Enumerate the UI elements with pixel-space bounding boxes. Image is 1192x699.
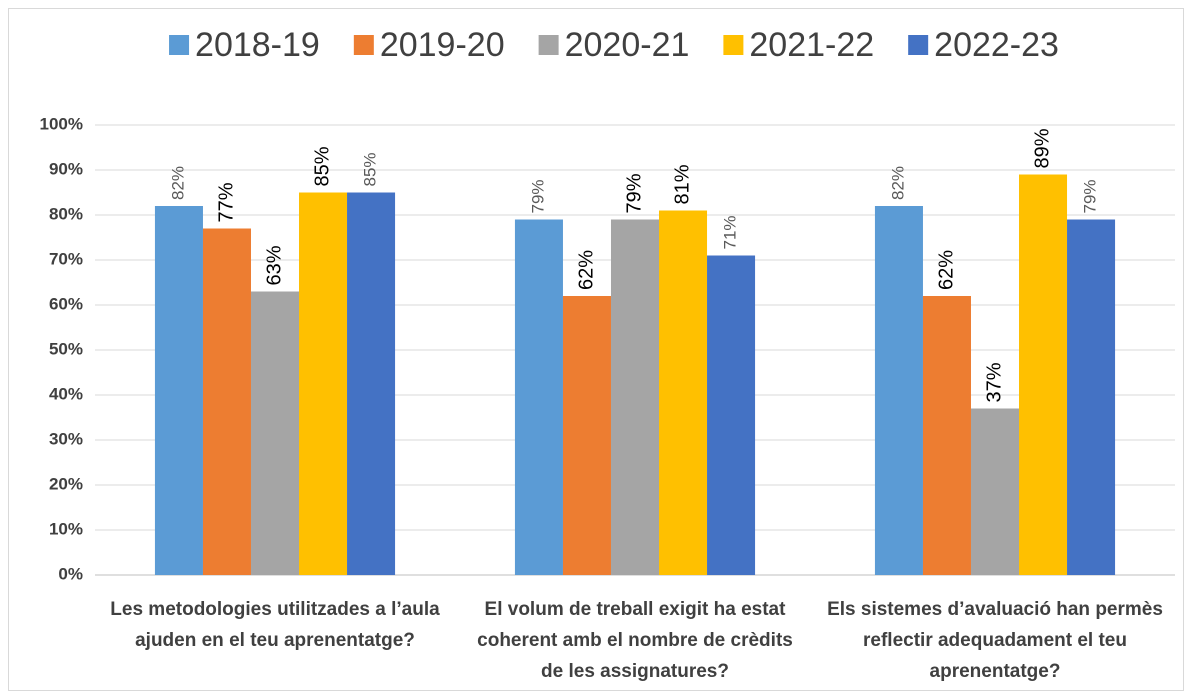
bar	[1019, 174, 1068, 575]
y-tick-label: 20%	[49, 474, 83, 493]
value-label: 79%	[528, 179, 547, 213]
legend-swatch	[723, 35, 744, 55]
value-label: 37%	[983, 362, 1005, 402]
bar	[610, 219, 660, 575]
value-label: 63%	[263, 245, 285, 285]
bar	[922, 296, 971, 575]
legend-swatch	[353, 35, 374, 55]
legend-swatch	[538, 35, 559, 55]
value-label: 79%	[623, 173, 645, 213]
value-label: 77%	[215, 182, 237, 222]
y-tick-label: 50%	[49, 339, 83, 358]
bar	[874, 206, 923, 575]
legend-swatch	[908, 35, 929, 55]
y-tick-label: 100%	[40, 114, 83, 133]
legend-swatch	[169, 35, 190, 55]
value-label: 62%	[575, 250, 597, 290]
y-tick-label: 40%	[49, 384, 83, 403]
x-tick-label: Les metodologies utilitzades a l’aula aju…	[110, 599, 440, 651]
y-tick-label: 70%	[49, 249, 83, 268]
value-label: 81%	[671, 164, 693, 204]
legend-label: 2021-22	[749, 26, 874, 64]
x-tick-label: El volum de treball exigit ha estat coher…	[477, 599, 793, 682]
value-label: 85%	[361, 152, 380, 186]
bar	[202, 228, 251, 575]
y-tick-label: 80%	[49, 204, 83, 223]
value-label: 85%	[311, 146, 333, 186]
y-tick-label: 0%	[58, 564, 83, 583]
y-tick-label: 90%	[49, 159, 83, 178]
value-label: 89%	[1031, 128, 1053, 168]
y-tick-label: 10%	[49, 519, 83, 538]
legend-label: 2019-20	[380, 26, 505, 64]
x-tick-label: Els sistemes d’avaluació han permès refle…	[827, 599, 1163, 682]
legend-label: 2018-19	[195, 26, 320, 64]
legend-label: 2020-21	[565, 26, 690, 64]
value-label: 62%	[935, 250, 957, 290]
y-tick-label: 60%	[49, 294, 83, 313]
y-tick-label: 30%	[49, 429, 83, 448]
value-label: 82%	[168, 166, 187, 200]
bar	[1067, 219, 1116, 575]
bar	[154, 206, 203, 575]
value-label: 79%	[1081, 179, 1100, 213]
value-label: 71%	[721, 215, 740, 249]
bar	[514, 219, 563, 575]
bar	[659, 210, 708, 575]
value-label: 82%	[888, 166, 907, 200]
legend-label: 2022-23	[934, 26, 1059, 64]
bar	[562, 296, 611, 575]
bar	[250, 291, 300, 575]
bar	[707, 255, 756, 575]
bar	[970, 408, 1020, 575]
bar	[347, 192, 396, 575]
bar	[299, 192, 348, 575]
